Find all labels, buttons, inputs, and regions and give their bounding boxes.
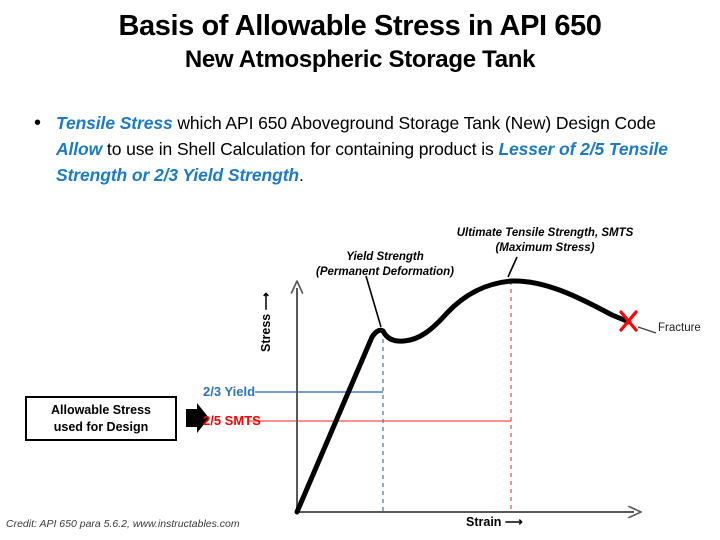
y-axis-title-text: Stress (259, 313, 273, 352)
bullet-plain-3: . (299, 165, 304, 185)
ultimate-tensile-strength-annotation: Ultimate Tensile Strength, SMTS (Maximum… (425, 226, 665, 256)
uts-annotation-line-1: Ultimate Tensile Strength, SMTS (456, 227, 634, 239)
yield-annotation-line-1: Yield Strength (346, 251, 424, 263)
uts-annotation-line-2: (Maximum Stress) (495, 242, 595, 254)
uts-annotation-leader-line (507, 256, 518, 278)
credit-line: Credit: API 650 para 5.6.2, www.instruct… (6, 518, 240, 530)
y-axis-arrowhead-icon (290, 280, 304, 294)
yield-annotation-leader-line (365, 275, 382, 328)
callout-line-1: Allowable Stress (50, 402, 152, 417)
bullet-block: • Tensile Stress which API 650 Abovegrou… (34, 110, 694, 188)
bullet-highlight-tensile-stress: Tensile Stress (56, 113, 173, 133)
callout-line-2: used for Design (53, 419, 149, 434)
y-axis-title-arrow-icon: ⟶ (259, 292, 273, 311)
title-line-2: New Atmospheric Storage Tank (184, 46, 536, 73)
y-axis-title: Stress ⟶ (258, 292, 273, 352)
x-axis-title: Strain ⟶ (466, 514, 523, 529)
bullet-highlight-allow: Allow (56, 139, 103, 159)
stress-strain-curve (294, 278, 632, 515)
bullet-plain-2: to use in Shell Calculation for containi… (102, 139, 499, 159)
bullet-text: Tensile Stress which API 650 Aboveground… (56, 110, 694, 188)
two-thirds-yield-label: 2/3 Yield (203, 384, 256, 399)
fracture-x-marker-icon (619, 310, 638, 332)
bullet-highlight-lesser-of: Lesser of 2/5 Tensile Strength or 2/3 Yi… (56, 139, 668, 185)
title-line-1: Basis of Allowable Stress in API 650 (118, 10, 602, 42)
allowable-stress-callout-box: Allowable Stress used for Design (25, 396, 177, 441)
x-axis-arrowhead-icon (628, 505, 642, 519)
fracture-annotation-label: Fracture (658, 322, 701, 334)
yield-strength-annotation: Yield Strength (Permanent Deformation) (300, 250, 470, 280)
bullet-row: • Tensile Stress which API 650 Abovegrou… (34, 110, 694, 188)
bullet-plain-1: which API 650 Aboveground Storage Tank (… (172, 113, 656, 133)
page-title: Basis of Allowable Stress in API 650 New… (0, 8, 720, 76)
x-axis-title-text: Strain (466, 515, 502, 529)
yield-annotation-line-2: (Permanent Deformation) (315, 266, 455, 278)
x-axis-title-arrow-icon: ⟶ (504, 515, 523, 529)
bullet-marker-icon: • (34, 112, 42, 134)
two-fifths-smts-label: 2/5 SMTS (203, 413, 261, 428)
fracture-annotation-leader-line (637, 326, 657, 334)
